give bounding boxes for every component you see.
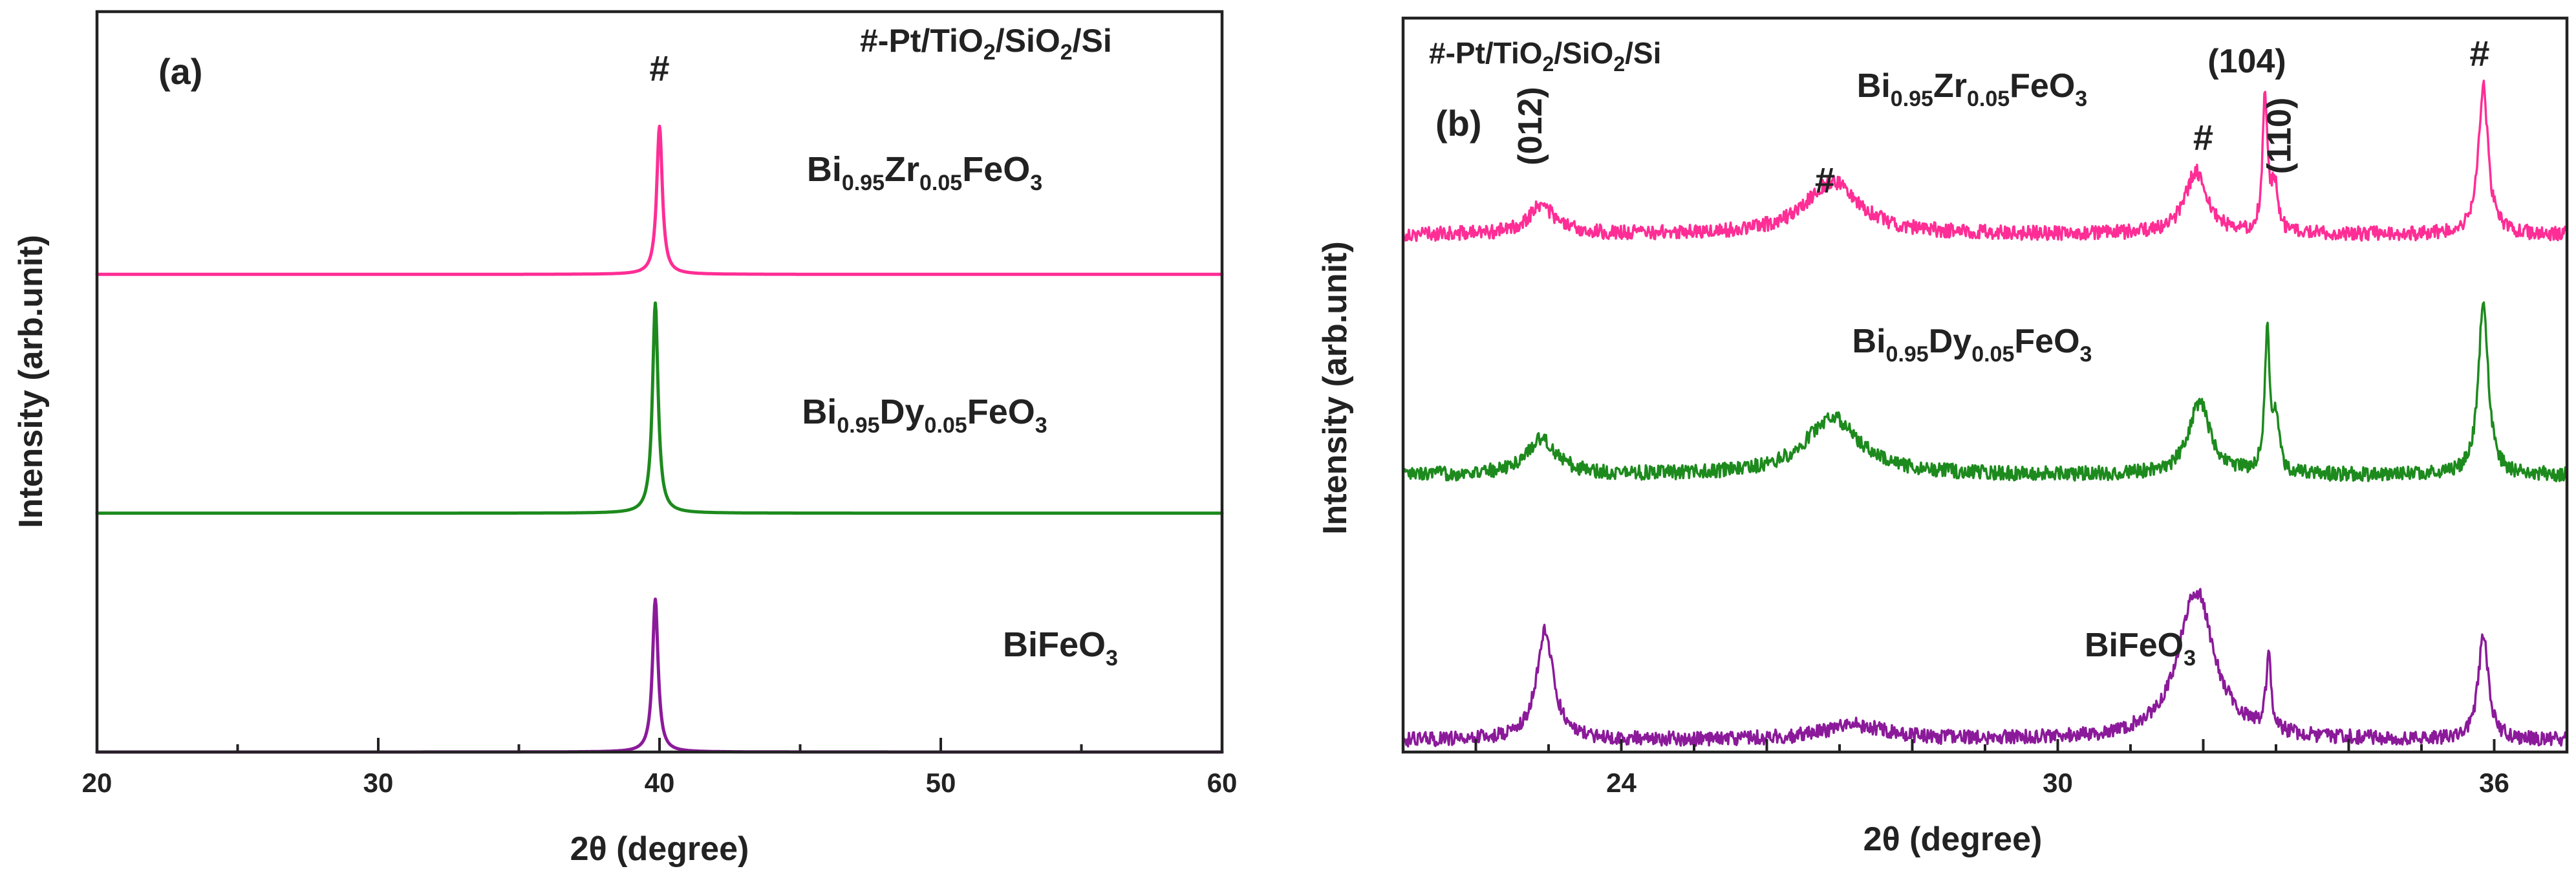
series-BiFeO3 — [95, 597, 1224, 754]
series-label-Bi0.95Dy0.05FeO3: Bi0.95Dy0.05FeO3 — [802, 393, 1047, 438]
substrate-peak-marker-b: # — [2469, 33, 2489, 74]
series-Bi0.95Zr0.05FeO3 — [1402, 80, 2568, 242]
x-tick-label: 50 — [926, 768, 956, 798]
series-label-Bi0.95Dy0.05FeO3: Bi0.95Dy0.05FeO3 — [1852, 323, 2092, 367]
substrate-peak-marker-b: # — [2193, 117, 2213, 158]
x-tick-label: 60 — [1207, 768, 1238, 798]
y-axis-title-b: Intensity (arb.unit) — [1316, 241, 1354, 535]
xrd-chart-b: 24 30 36 (b) #-Pt/TiO2/SiO2/Si (012) (104) (… — [1316, 16, 2569, 858]
y-axis-title-a: Intensity (arb.unit) — [12, 235, 50, 528]
plot-frame-b — [1401, 16, 2569, 754]
series-label-BiFeO3: BiFeO3 — [2085, 627, 2196, 671]
x-tick-label: 30 — [363, 768, 394, 798]
series-label-Bi0.95Zr0.05FeO3: Bi0.95Zr0.05FeO3 — [807, 150, 1042, 195]
xrd-panel-a: 20 30 40 50 60 (a) #-Pt/TiO2/SiO2/Si # Bi0.9… — [0, 0, 1287, 882]
x-axis-title-b: 2θ (degree) — [1863, 821, 2043, 858]
series-Bi0.95Zr0.05FeO3 — [95, 124, 1224, 276]
x-axis-title-a: 2θ (degree) — [570, 830, 749, 868]
reflection-label: (104) — [2207, 43, 2286, 80]
series-Bi0.95Dy0.05FeO3 — [1402, 301, 2568, 482]
x-tick-label: 24 — [1606, 768, 1637, 798]
substrate-legend-a: #-Pt/TiO2/SiO2/Si — [860, 23, 1112, 65]
xrd-panel-b: 24 30 36 (b) #-Pt/TiO2/SiO2/Si (012) (104) (… — [1300, 0, 2576, 882]
x-tick-label: 30 — [2043, 768, 2073, 798]
series-Bi0.95Dy0.05FeO3 — [95, 301, 1224, 515]
panel-label-b: (b) — [1435, 103, 1482, 144]
panel-label-a: (a) — [158, 51, 202, 92]
series-label-Bi0.95Zr0.05FeO3: Bi0.95Zr0.05FeO3 — [1857, 67, 2087, 111]
series-BiFeO3 — [1402, 588, 2568, 748]
x-tick-label: 40 — [645, 768, 675, 798]
reflection-label: (012) — [1512, 87, 1549, 165]
reflection-label: (110) — [2261, 98, 2299, 175]
substrate-peak-marker-b: # — [1815, 160, 1835, 200]
xrd-chart-a: 20 30 40 50 60 (a) #-Pt/TiO2/SiO2/Si # Bi0.9… — [12, 10, 1238, 868]
x-tick-label: 20 — [82, 768, 113, 798]
x-tick-label: 36 — [2479, 768, 2509, 798]
series-label-BiFeO3: BiFeO3 — [1003, 625, 1118, 671]
substrate-peak-marker-a: # — [649, 48, 669, 89]
substrate-legend-b: #-Pt/TiO2/SiO2/Si — [1429, 36, 1661, 76]
